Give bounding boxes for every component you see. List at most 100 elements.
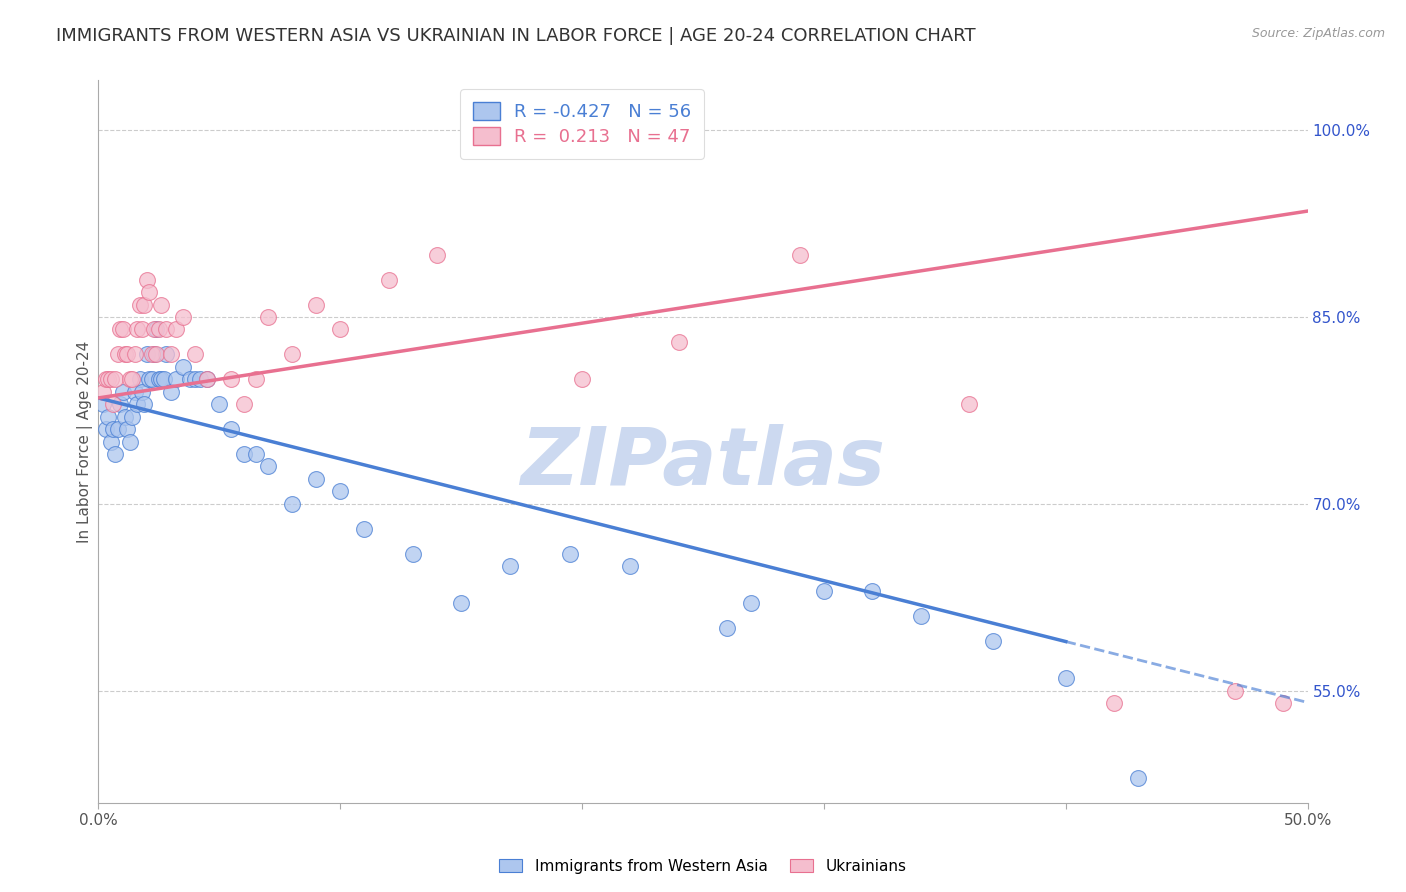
Point [141,347,163,361]
Point [245,372,267,386]
Point [165,322,187,336]
Point [108,322,131,336]
Text: Source: ZipAtlas.com: Source: ZipAtlas.com [1251,27,1385,40]
Legend: R = -0.427   N = 56, R =  0.213   N = 47: R = -0.427 N = 56, R = 0.213 N = 47 [460,89,704,159]
Point [329,322,352,336]
Point [179,372,201,386]
Point [1223,683,1246,698]
Point [256,310,278,324]
Point [150,372,173,386]
Point [135,272,157,286]
Point [188,372,211,386]
Point [127,397,149,411]
Point [111,384,134,399]
Point [124,347,146,361]
Point [155,347,177,361]
Point [221,372,243,386]
Point [221,422,243,436]
Point [377,272,399,286]
Point [232,397,254,411]
Point [135,347,157,361]
Point [148,372,170,386]
Point [1054,671,1077,685]
Point [184,372,207,386]
Point [127,322,149,336]
Point [100,434,122,449]
Point [281,347,304,361]
Point [121,409,143,424]
Point [97,372,120,386]
Point [402,547,425,561]
Point [208,397,231,411]
Point [121,372,143,386]
Point [558,547,581,561]
Point [145,347,167,361]
Point [155,322,177,336]
Point [1102,696,1125,710]
Point [104,447,127,461]
Point [114,347,136,361]
Text: ZIPatlas: ZIPatlas [520,425,886,502]
Point [118,434,141,449]
Point [957,397,980,411]
Point [117,347,139,361]
Point [353,522,375,536]
Point [94,372,117,386]
Point [245,447,267,461]
Point [450,597,472,611]
Point [100,372,122,386]
Point [232,447,254,461]
Point [114,409,136,424]
Point [91,397,114,411]
Point [107,422,129,436]
Point [498,559,520,574]
Point [141,372,163,386]
Point [143,322,166,336]
Point [101,397,124,411]
Point [740,597,762,611]
Legend: Immigrants from Western Asia, Ukrainians: Immigrants from Western Asia, Ukrainians [494,853,912,880]
Point [97,409,120,424]
Point [101,422,124,436]
Point [138,372,160,386]
Point [138,285,160,299]
Point [195,372,218,386]
Point [571,372,593,386]
Point [281,497,304,511]
Point [160,384,183,399]
Point [128,372,150,386]
Point [131,322,153,336]
Point [145,322,167,336]
Point [108,397,131,411]
Point [172,359,194,374]
Point [94,422,117,436]
Point [981,633,1004,648]
Point [160,347,183,361]
Point [256,459,278,474]
Point [426,248,449,262]
Point [107,347,129,361]
Point [305,297,328,311]
Text: IMMIGRANTS FROM WESTERN ASIA VS UKRAINIAN IN LABOR FORCE | AGE 20-24 CORRELATION: IMMIGRANTS FROM WESTERN ASIA VS UKRAINIA… [56,27,976,45]
Point [111,322,134,336]
Point [134,397,156,411]
Point [813,584,835,599]
Point [1272,696,1295,710]
Point [619,559,641,574]
Point [117,422,139,436]
Point [143,347,166,361]
Point [134,297,156,311]
Point [104,372,127,386]
Point [716,621,738,635]
Point [131,384,153,399]
Y-axis label: In Labor Force | Age 20-24: In Labor Force | Age 20-24 [77,341,93,542]
Point [148,322,170,336]
Point [128,297,150,311]
Point [1128,771,1150,785]
Point [91,384,114,399]
Point [184,347,207,361]
Point [165,372,187,386]
Point [152,372,174,386]
Point [195,372,218,386]
Point [150,297,173,311]
